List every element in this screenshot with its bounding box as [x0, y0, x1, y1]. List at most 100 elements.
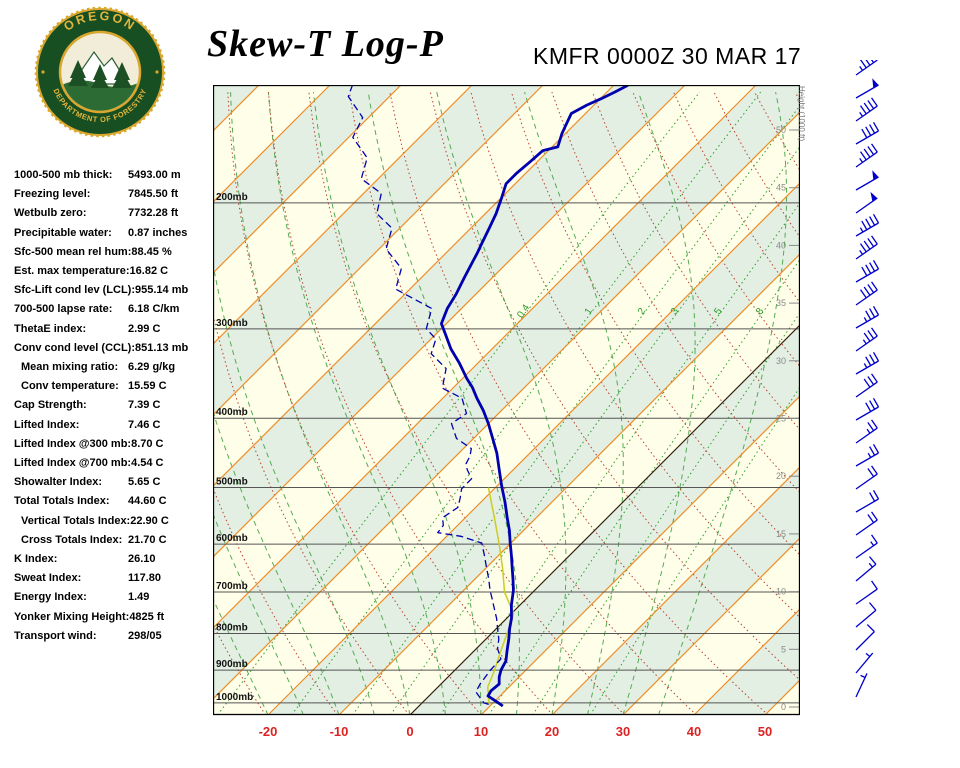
mixing-ratio-label: 8: [754, 306, 766, 317]
index-row: ThetaE index: 2.99 C: [14, 320, 219, 339]
height-tick-label: 5: [781, 644, 786, 654]
index-value: 298/05: [128, 629, 162, 642]
mixing-ratio-label: 3: [669, 306, 681, 317]
temp-axis-label: 40: [687, 724, 701, 739]
index-row: 700-500 lapse rate: 6.18 C/km: [14, 300, 219, 319]
height-tick-label: 40: [776, 240, 786, 250]
index-label: Sfc-500 mean rel hum:: [14, 245, 132, 258]
index-row: Sfc-500 mean rel hum:88.45 %: [14, 243, 219, 262]
index-label: Lifted Index:: [14, 418, 80, 431]
logo-right-dot: [155, 70, 159, 74]
index-value: 5493.00 m: [128, 169, 181, 181]
index-row: Yonker Mixing Height:4825 ft: [14, 608, 219, 627]
index-label: Est. max temperature:: [14, 265, 130, 278]
index-label: 1000-500 mb thick:: [14, 169, 113, 181]
index-row: Total Totals Index: 44.60 C: [14, 492, 219, 511]
mixing-ratio-label: 5: [712, 306, 724, 317]
index-label: K Index:: [14, 553, 58, 566]
wind-barb: [855, 624, 875, 651]
wind-barb: [855, 327, 878, 352]
index-value: 22.90 C: [130, 514, 169, 527]
index-value: 21.70 C: [128, 533, 167, 546]
zero-isotherm: [409, 324, 800, 715]
index-value: 6.18 C/km: [128, 303, 180, 316]
index-value: 16.82 C: [129, 265, 169, 278]
wind-barb: [855, 673, 868, 698]
height-tick-label: 10: [776, 587, 786, 597]
index-label: Freezing level:: [14, 188, 91, 201]
height-axis-title: Height (1000 ft): [797, 86, 806, 142]
index-row: K Index: 26.10: [14, 550, 219, 569]
index-value: 8.70 C: [131, 437, 164, 450]
index-value: 5.65 C: [128, 476, 161, 489]
index-label: Showalter Index:: [14, 476, 103, 489]
index-value: 7.39 C: [128, 399, 161, 412]
index-label: Sfc-Lift cond lev (LCL):: [14, 284, 135, 297]
index-row: Conv temperature: 15.59 C: [14, 377, 219, 396]
index-row: Vertical Totals Index:22.90 C: [14, 512, 219, 531]
index-label: Cap Strength:: [14, 399, 87, 412]
wind-barb: [855, 78, 879, 99]
index-row: Lifted Index: 7.46 C: [14, 416, 219, 435]
index-value: 0.87 inches: [128, 226, 188, 239]
skewt-chart: 200mb 300mb 400mb 500mb 600mb 700mb 800mb 900mb…: [213, 85, 800, 739]
wind-barb: [855, 373, 878, 398]
temp-axis-label: -10: [330, 724, 349, 739]
page-title: Skew-T Log-P: [207, 23, 444, 65]
index-label: Lifted Index @700 mb:: [14, 457, 132, 470]
index-label: Energy Index:: [14, 591, 87, 604]
height-tick-label: 45: [776, 183, 786, 193]
wind-barb: [855, 556, 877, 582]
pressure-label: 300mb: [216, 318, 248, 329]
plot-frame: [213, 85, 800, 716]
dewpoint-curve: [347, 85, 502, 706]
temp-axis-label: 10: [474, 724, 488, 739]
index-row: Conv cond level (CCL):851.13 mb: [14, 339, 219, 358]
mixing-ratio-label: 1: [583, 306, 595, 317]
wind-barb: [855, 281, 878, 306]
temp-axis-label: 0: [406, 724, 413, 739]
index-row: Cap Strength: 7.39 C: [14, 396, 219, 415]
pressure-label: 600mb: [216, 533, 248, 544]
index-row: Lifted Index @300 mb:8.70 C: [14, 435, 219, 454]
index-value: 1.49: [128, 591, 150, 604]
indices-panel: 1000-500 mb thick: 5493.00 m Freezing leve…: [14, 166, 219, 646]
height-tick-label: 0: [781, 702, 786, 712]
index-label: 700-500 lapse rate:: [14, 303, 113, 316]
wind-barb: [855, 580, 878, 605]
wind-barb: [855, 260, 880, 283]
index-label: Conv cond level (CCL):: [14, 341, 136, 354]
index-row: Lifted Index @700 mb:4.54 C: [14, 454, 219, 473]
odf-logo: OREGON DEPARTMENT OF FORESTRY: [34, 6, 166, 138]
index-label: Transport wind:: [14, 629, 97, 642]
index-row: Sweat Index: 117.80: [14, 569, 219, 588]
index-label: ThetaE index:: [14, 322, 87, 335]
wind-barb: [855, 602, 877, 628]
index-row: Mean mixing ratio: 6.29 g/kg: [14, 358, 219, 377]
index-label: Total Totals Index:: [14, 495, 110, 508]
wind-barb: [855, 352, 880, 375]
temp-axis-label: 50: [758, 724, 772, 739]
height-tick-label: 35: [776, 298, 786, 308]
index-row: Est. max temperature:16.82 C: [14, 262, 219, 281]
wind-barb: [855, 534, 878, 559]
wind-barb: [855, 652, 874, 674]
wind-barb: [855, 191, 878, 214]
index-label: Cross Totals Index:: [21, 533, 123, 546]
index-value: 4.54 C: [131, 457, 164, 470]
index-label: Conv temperature:: [21, 380, 119, 393]
index-label: Mean mixing ratio:: [21, 361, 119, 374]
index-value: 88.45 %: [131, 245, 172, 258]
wind-barb: [855, 444, 880, 467]
pressure-label: 900mb: [216, 659, 248, 670]
index-value: 955.14 mb: [135, 284, 189, 297]
index-value: 7.46 C: [128, 418, 161, 431]
height-tick-label: 20: [776, 471, 786, 481]
temp-axis-label: -20: [259, 724, 278, 739]
temp-axis-label: 30: [616, 724, 630, 739]
pressure-label: 500mb: [216, 477, 248, 488]
wind-barb: [855, 235, 878, 260]
index-value: 44.60 C: [128, 495, 167, 508]
station-info: KMFR 0000Z 30 MAR 17: [533, 43, 802, 69]
